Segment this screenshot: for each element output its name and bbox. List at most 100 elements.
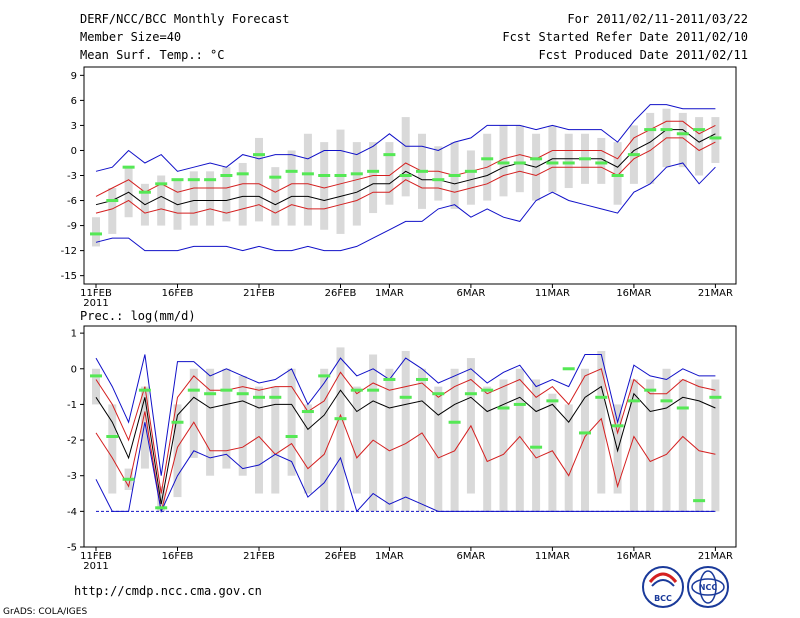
temperature-median-16 [334, 174, 347, 177]
precipitation-ytick-label: -3 [67, 471, 77, 482]
precipitation-ytick-label: -2 [67, 436, 77, 447]
precipitation-median-33 [611, 424, 624, 428]
temperature-ytick-label: 9 [71, 71, 77, 82]
temperature-box-37 [678, 112, 687, 168]
precipitation-box-18 [369, 354, 378, 512]
precipitation-median-31 [579, 431, 591, 435]
precipitation-ytick-label: 1 [71, 329, 77, 340]
temperature-box-16 [336, 129, 345, 234]
precipitation-box-38 [695, 379, 704, 512]
temperature-median-8 [204, 178, 217, 182]
temperature-inner-lower-line [95, 137, 716, 214]
precipitation-box-22 [434, 386, 443, 512]
precipitation-median-25 [481, 388, 494, 392]
temperature-medians [90, 128, 722, 236]
temperature-box-7 [189, 171, 198, 226]
precipitation-box-25 [483, 386, 492, 512]
temperature-median-31 [579, 157, 591, 161]
temperature-median-6 [171, 178, 184, 182]
temperature-median-21 [416, 169, 428, 173]
precipitation-box-8 [206, 368, 215, 476]
temperature-box-13 [287, 150, 296, 226]
temperature-ytick-label: -9 [67, 221, 77, 232]
temperature-box-26 [499, 125, 508, 197]
precipitation-xtick-label: 21MAR [698, 551, 733, 562]
precipitation-median-15 [318, 374, 331, 378]
temperature-median-4 [138, 190, 151, 194]
precipitation-box-31 [581, 368, 589, 512]
precipitation-box-9 [222, 368, 231, 469]
temperature-median-28 [530, 157, 543, 161]
precipitation-median-20 [399, 395, 412, 399]
temperature-outer-lower-line [95, 162, 716, 252]
precipitation-median-16 [334, 417, 347, 421]
temperature-xtick-label: 21FEB [243, 288, 275, 299]
precipitation-median-35 [644, 388, 657, 392]
temperature-box-39 [711, 117, 720, 163]
temperature-inner-upper-line [95, 120, 716, 197]
temperature-median-18 [367, 169, 380, 173]
temperature-xtick-label: 16MAR [616, 288, 651, 299]
precipitation-box-17 [352, 386, 361, 494]
precipitation-box-5 [157, 486, 166, 512]
temperature-mean-line [95, 129, 716, 206]
temperature-box-15 [320, 142, 329, 230]
precipitation-median-2 [106, 435, 119, 438]
chart-title: DERF/NCC/BCC Monthly Forecast [80, 12, 290, 26]
precipitation-median-27 [513, 402, 526, 406]
variable-label: Mean Surf. Temp.: °C [80, 48, 225, 62]
temperature-median-22 [432, 178, 445, 182]
temperature-box-35 [646, 112, 655, 184]
ncc-logo-text: NCC [699, 583, 718, 592]
precipitation-median-17 [350, 388, 363, 392]
temperature-median-33 [611, 174, 624, 177]
temperature-median-7 [187, 178, 200, 182]
temperature-median-5 [155, 182, 168, 186]
precipitation-box-28 [532, 379, 541, 512]
precipitation-median-9 [220, 388, 233, 392]
bcc-logo: BCC [642, 566, 684, 608]
temperature-ytick-label: 6 [71, 96, 77, 107]
precipitation-median-26 [497, 406, 510, 410]
temperature-median-25 [481, 157, 494, 161]
temperature-xtick-label: 16FEB [162, 288, 194, 299]
temperature-median-12 [269, 175, 282, 179]
precipitation-inner-upper-line [95, 368, 716, 494]
temperature-box-22 [434, 146, 443, 201]
precipitation-outer-upper-line [95, 354, 716, 476]
precipitation-box-7 [189, 368, 198, 458]
temperature-median-29 [546, 161, 559, 165]
precipitation-box-30 [564, 404, 573, 512]
precipitation-xtick-label: 16FEB [162, 551, 194, 562]
precipitation-box-34 [629, 379, 638, 512]
temperature-xtick-label: 11MAR [535, 288, 570, 299]
precipitation-box-35 [646, 379, 655, 512]
precipitation-box-13 [287, 368, 296, 476]
temperature-box-9 [222, 167, 231, 222]
temperature-median-19 [383, 153, 396, 157]
temperature-box-27 [515, 125, 524, 193]
precipitation-box-6 [173, 404, 182, 498]
temperature-year-label: 2011 [83, 298, 108, 309]
precipitation-median-30 [562, 367, 575, 371]
temperature-median-17 [350, 172, 363, 176]
precipitation-x-axis: 11FEB 16FEB 21FEB 26FEB 1MAR 6MAR 11MAR 16MAR 21… [80, 547, 733, 572]
precipitation-box-10 [238, 375, 247, 476]
precipitation-median-21 [416, 377, 428, 381]
temperature-panel: 9 6 3 0 -3 -6 -9 -12 -15 11FEB 16FEB 21FEB 26FEB 1MA… [61, 66, 737, 309]
temperature-box-2 [108, 188, 117, 234]
temperature-median-27 [513, 161, 526, 165]
temperature-box-8 [206, 171, 215, 226]
temperature-median-11 [253, 153, 265, 157]
precipitation-y-axis: 1 0 -1 -2 -3 -4 -5 [67, 329, 84, 554]
precipitation-median-34 [627, 399, 640, 403]
precipitation-median-6 [171, 420, 184, 424]
temperature-median-1 [90, 232, 102, 236]
precipitation-median-23 [448, 420, 461, 424]
temperature-box-10 [238, 162, 247, 226]
temperature-box-33 [613, 142, 622, 205]
source-url[interactable]: http://cmdp.ncc.cma.gov.cn [74, 584, 262, 598]
temperature-median-30 [562, 161, 575, 165]
temperature-median-14 [301, 172, 314, 176]
temperature-box-24 [466, 150, 475, 205]
